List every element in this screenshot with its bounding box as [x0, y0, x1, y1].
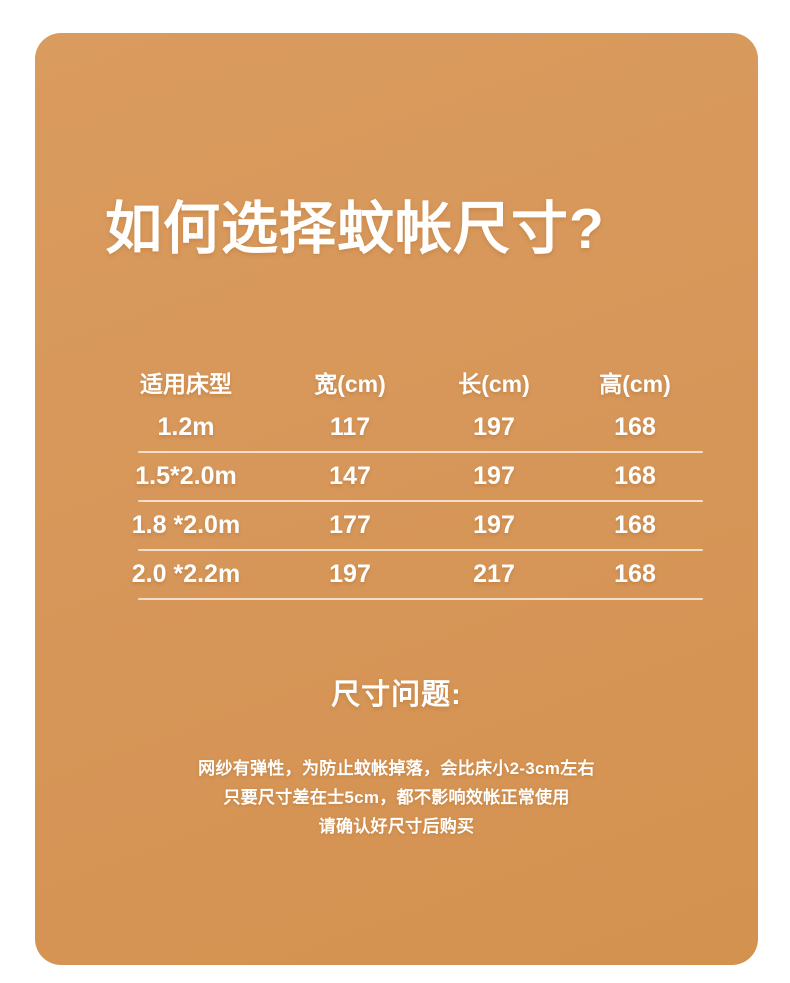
column-header-width: 宽(cm) — [314, 371, 386, 397]
page-title: 如何选择蚊帐尺寸? — [105, 197, 605, 261]
column-header-bed-type: 适用床型 — [140, 371, 232, 397]
cell-bed-type: 1.8 *2.0m — [131, 511, 241, 539]
cell-width: 147 — [329, 462, 371, 490]
note-line: 请确认好尺寸后购买 — [318, 817, 475, 836]
note-line: 网纱有弹性，为防止蚊帐掉落，会比床小2-3cm左右 — [198, 759, 595, 778]
row-divider — [138, 500, 703, 502]
size-table: 适用床型 宽(cm) 长(cm) 高(cm) 1.2m 117 197 168 … — [95, 360, 705, 600]
note-line: 只要尺寸差在士5cm，都不影响效帐正常使用 — [223, 788, 570, 807]
table-row: 1.8 *2.0m 177 197 168 — [95, 502, 705, 549]
notes-block: 网纱有弹性，为防止蚊帐掉落，会比床小2-3cm左右 只要尺寸差在士5cm，都不影… — [35, 754, 758, 841]
size-guide-card: 如何选择蚊帐尺寸? 适用床型 宽(cm) 长(cm) 高(cm) 1.2m 11… — [35, 33, 758, 965]
cell-bed-type: 1.2m — [157, 413, 215, 441]
cell-height: 168 — [614, 560, 656, 588]
cell-length: 197 — [473, 462, 515, 490]
cell-height: 168 — [614, 462, 656, 490]
table-row: 1.2m 117 197 168 — [95, 404, 705, 451]
cell-height: 168 — [614, 413, 656, 441]
row-divider — [138, 549, 703, 551]
cell-bed-type: 1.5*2.0m — [135, 462, 237, 490]
cell-height: 168 — [614, 511, 656, 539]
cell-length: 197 — [473, 413, 515, 441]
notes-heading: 尺寸问题: — [331, 679, 462, 711]
cell-width: 117 — [329, 413, 371, 441]
table-row: 2.0 *2.2m 197 217 168 — [95, 551, 705, 598]
cell-bed-type: 2.0 *2.2m — [131, 560, 241, 588]
cell-width: 197 — [329, 560, 371, 588]
table-header-row: 适用床型 宽(cm) 长(cm) 高(cm) — [95, 360, 705, 404]
row-divider — [138, 451, 703, 453]
cell-length: 197 — [473, 511, 515, 539]
column-header-length: 长(cm) — [458, 371, 530, 397]
table-row: 1.5*2.0m 147 197 168 — [95, 453, 705, 500]
column-header-height: 高(cm) — [599, 371, 671, 397]
row-divider — [138, 598, 703, 600]
cell-length: 217 — [473, 560, 515, 588]
cell-width: 177 — [329, 511, 371, 539]
